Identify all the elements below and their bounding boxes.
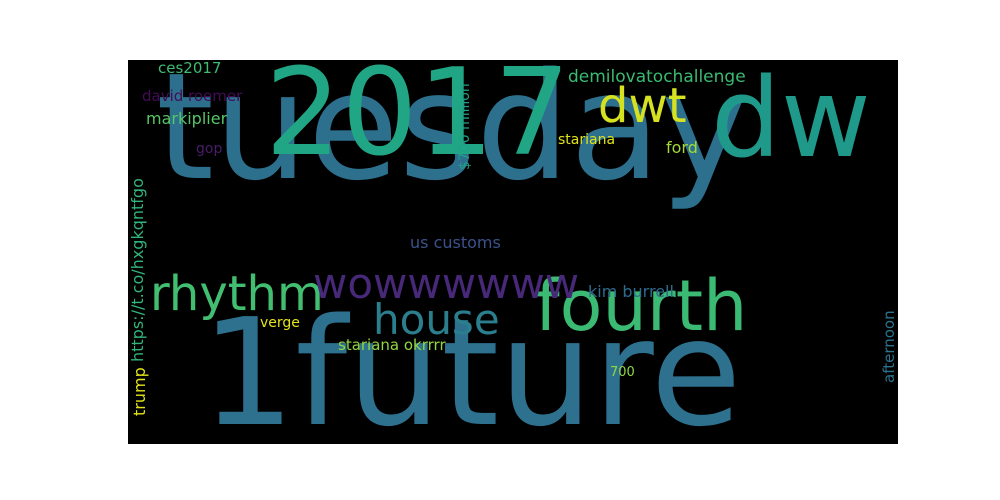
- word-2017: 2017: [265, 60, 571, 183]
- word-david-roemer: david roemer: [142, 87, 243, 105]
- word-kim-burrell: kim burrell: [588, 282, 674, 301]
- word-demilovatochallenge: demilovatochallenge: [568, 67, 746, 87]
- word-gop: gop: [196, 141, 223, 157]
- word-tuesday: tuesday: [156, 60, 749, 213]
- word-afternoon: afternoon: [880, 310, 898, 383]
- word-wowwwwww: wowwwwww: [313, 259, 580, 308]
- word-ford: ford: [666, 138, 698, 157]
- word-stariana-okrrrr: stariana okrrrr: [338, 336, 446, 354]
- word-700-million: $700 million: [457, 83, 473, 170]
- word-house: house: [373, 295, 500, 344]
- word-us-customs: us customs: [410, 233, 501, 252]
- word-1future: 1future: [201, 287, 742, 444]
- word-link: https://t.co/hxgkqntfgo: [128, 178, 147, 362]
- word-rhythm: rhythm: [150, 266, 324, 322]
- word-dwt: dwt: [598, 78, 687, 134]
- word-cloud-canvas: tuesday 1future 2017 dw fourth dwt rhyth…: [128, 60, 898, 444]
- word-ces2017: ces2017: [158, 60, 222, 77]
- word-dw: dw: [711, 60, 871, 182]
- word-verge: verge: [260, 315, 300, 331]
- word-700: 700: [610, 365, 635, 380]
- word-fourth: fourth: [535, 265, 748, 347]
- word-trump: trump: [130, 367, 149, 416]
- word-markiplier: markiplier: [146, 109, 228, 128]
- word-stariana: stariana: [558, 132, 616, 148]
